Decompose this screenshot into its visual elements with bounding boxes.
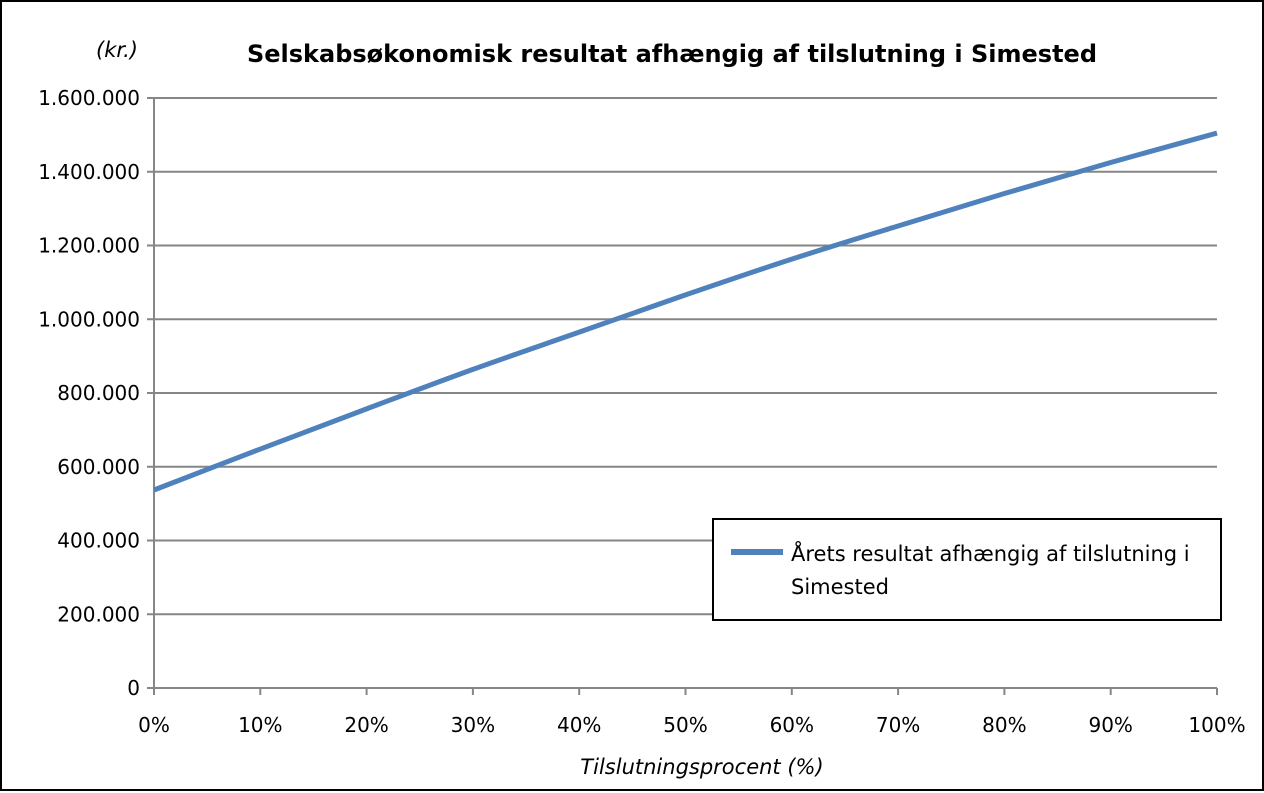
legend-box (712, 518, 1222, 621)
x-tick-label: 50% (663, 713, 707, 737)
y-tick-label: 1.200.000 (38, 234, 140, 258)
x-tick-label: 60% (770, 713, 814, 737)
y-tick-label: 1.000.000 (38, 307, 140, 331)
x-tick-label: 90% (1088, 713, 1132, 737)
legend-series-label: Årets resultat afhængig af tilslutning i… (791, 540, 1196, 599)
x-tick-label: 70% (876, 713, 920, 737)
y-axis-unit-label: (kr.) (96, 38, 138, 62)
y-tick-label: 0 (127, 676, 140, 700)
y-tick-label: 400.000 (57, 529, 140, 553)
series-layer (153, 130, 1218, 493)
y-tick-label: 1.400.000 (38, 160, 140, 184)
legend: Årets resultat afhængig af tilslutning i… (712, 518, 1222, 621)
gridlines (154, 97, 1217, 616)
x-tick-label: 40% (557, 713, 601, 737)
series-line (153, 130, 1218, 493)
x-tick-label: 100% (1188, 713, 1245, 737)
chart-title: Selskabsøkonomisk resultat afhængig af t… (247, 40, 1097, 68)
axes: 0 200.000 400.000 600.000 800.000 1.000.000 1.… (38, 86, 1245, 737)
y-tick-label: 200.000 (57, 602, 140, 626)
x-axis-title: Tilslutningsprocent (%) (580, 755, 823, 779)
x-tick-label: 30% (451, 713, 495, 737)
y-tick-label: 600.000 (57, 455, 140, 479)
x-tick-label: 0% (138, 713, 170, 737)
y-tick-label: 1.600.000 (38, 86, 140, 110)
x-tick-label: 10% (238, 713, 282, 737)
y-tick-label: 800.000 (57, 381, 140, 405)
x-tick-label: 80% (982, 713, 1026, 737)
x-tick-label: 20% (344, 713, 388, 737)
